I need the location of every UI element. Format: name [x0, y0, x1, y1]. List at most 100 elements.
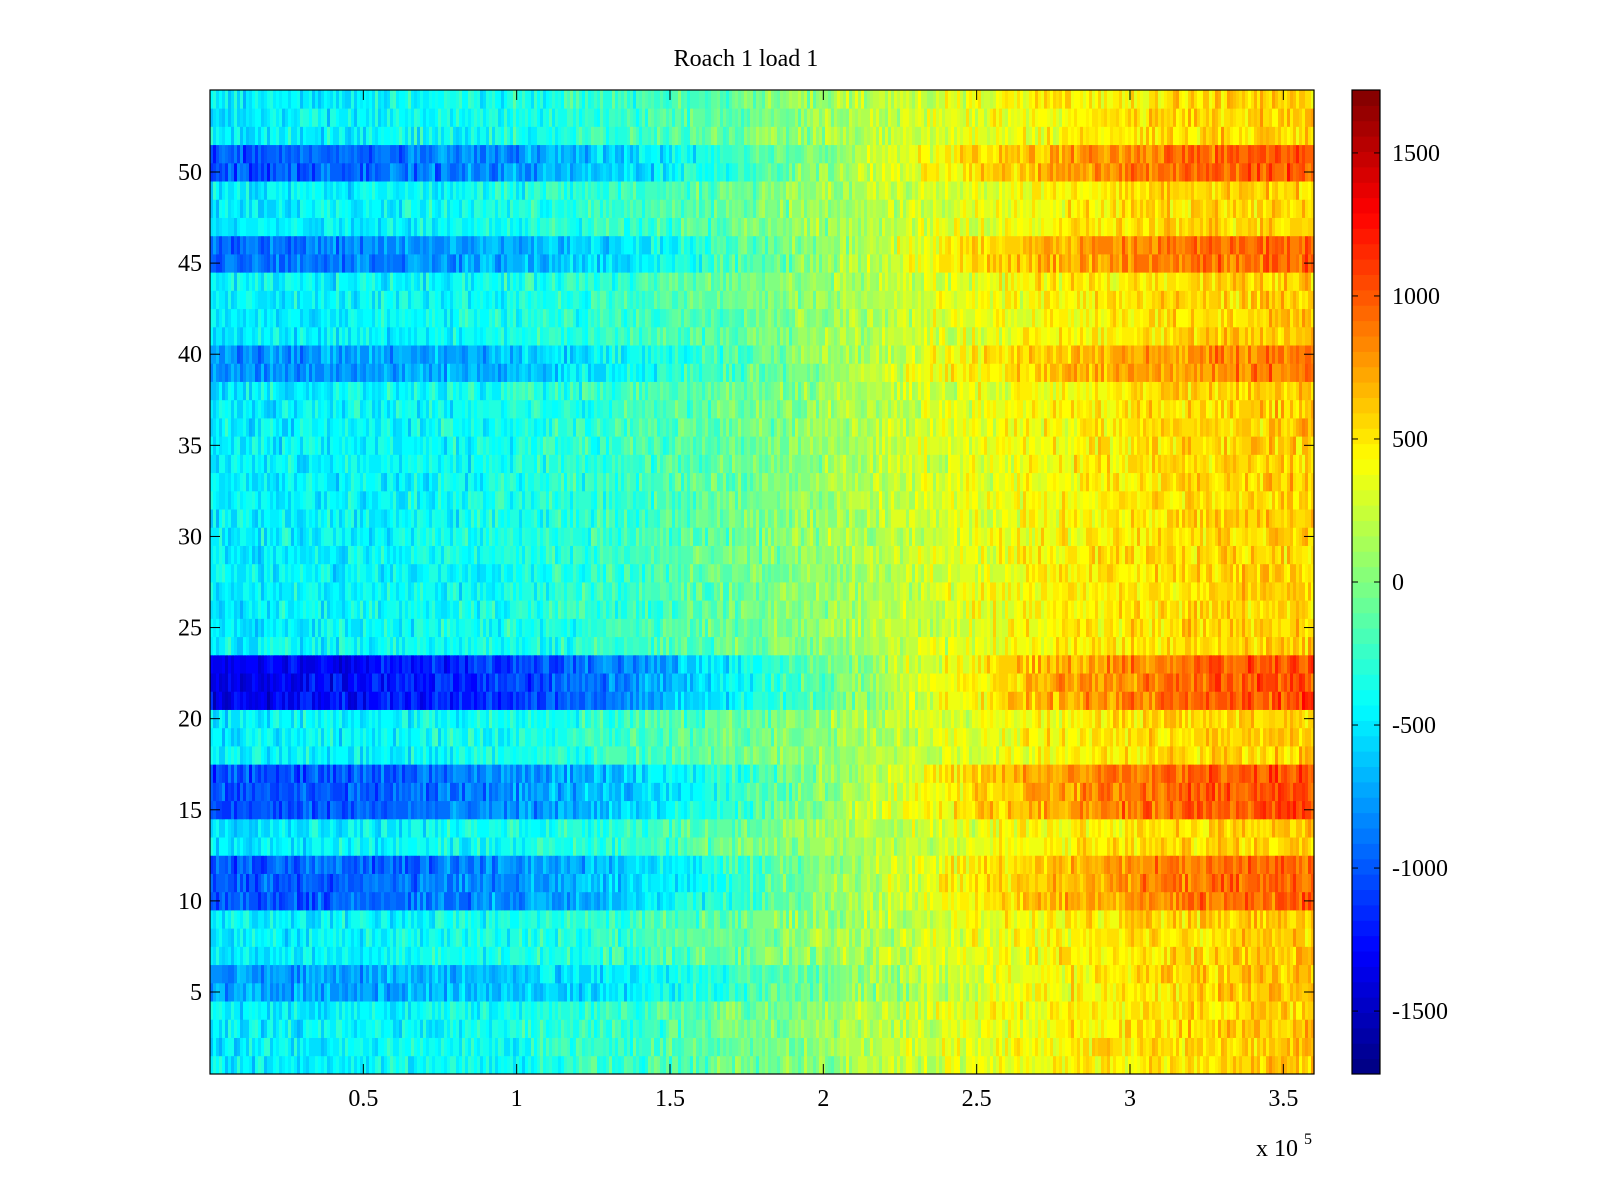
heatmap-cell	[903, 910, 907, 929]
heatmap-cell	[345, 928, 349, 947]
heatmap-cell	[705, 782, 712, 802]
heatmap-cell	[312, 800, 316, 820]
heatmap-cell	[930, 800, 934, 820]
heatmap-cell	[681, 982, 685, 1002]
heatmap-cell	[1161, 891, 1165, 911]
heatmap-cell	[1299, 800, 1303, 820]
heatmap-cell	[1113, 982, 1117, 1002]
heatmap-cell	[1047, 818, 1054, 838]
heatmap-cell	[1059, 800, 1066, 820]
heatmap-cell	[1278, 891, 1285, 911]
heatmap-cell	[744, 855, 748, 874]
heatmap-cell	[624, 782, 628, 802]
heatmap-cell	[1164, 946, 1168, 966]
heatmap-cell	[1140, 1037, 1144, 1057]
heatmap-cell	[900, 1037, 904, 1057]
heatmap-cell	[792, 837, 796, 856]
heatmap-cell	[213, 1055, 217, 1075]
heatmap-cell	[1146, 982, 1150, 1002]
heatmap-cell	[798, 982, 802, 1002]
heatmap-cell	[318, 964, 322, 984]
heatmap-cell	[276, 928, 283, 947]
heatmap-cell	[1020, 873, 1024, 893]
heatmap-cell	[927, 1055, 937, 1075]
heatmap-cell	[744, 873, 748, 893]
heatmap-cell	[783, 800, 787, 820]
heatmap-cell	[903, 1037, 907, 1057]
heatmap-cell	[1209, 1037, 1216, 1057]
heatmap-cell	[1062, 1055, 1066, 1075]
heatmap-cell	[642, 1001, 646, 1020]
heatmap-cell	[1194, 982, 1198, 1002]
heatmap-cell	[594, 910, 598, 929]
heatmap-cell	[375, 928, 379, 947]
heatmap-cell	[912, 782, 916, 802]
heatmap-cell	[1194, 891, 1198, 911]
heatmap-cell	[828, 1019, 832, 1038]
heatmap-cell	[672, 1037, 676, 1057]
heatmap-cell	[1251, 964, 1255, 984]
heatmap-cell	[993, 928, 997, 947]
heatmap-cell	[222, 1001, 226, 1020]
heatmap-cell	[699, 1001, 703, 1020]
heatmap-cell	[378, 1037, 385, 1057]
heatmap-cell	[570, 1019, 574, 1038]
heatmap-cell	[1056, 946, 1060, 966]
heatmap-cell	[1161, 946, 1165, 966]
heatmap-cell	[774, 873, 778, 893]
heatmap-cell	[252, 1001, 256, 1020]
heatmap-cell	[351, 855, 355, 874]
heatmap-cell	[675, 837, 679, 856]
heatmap-cell	[270, 800, 274, 820]
heatmap-cell	[411, 873, 415, 893]
heatmap-cell	[978, 1037, 982, 1057]
heatmap-cell	[783, 910, 787, 929]
heatmap-cell	[555, 837, 562, 856]
heatmap-cell	[813, 982, 817, 1002]
heatmap-cell	[417, 1019, 421, 1038]
heatmap-cell	[219, 1019, 223, 1038]
heatmap-cell	[360, 837, 364, 856]
heatmap-cell	[354, 1019, 358, 1038]
heatmap-cell	[243, 855, 247, 874]
heatmap-cell	[402, 928, 406, 947]
heatmap-cell	[1260, 1037, 1264, 1057]
heatmap-cell	[723, 855, 727, 874]
heatmap-cell	[702, 1001, 706, 1020]
heatmap-cell	[1077, 1019, 1081, 1038]
heatmap-cell	[411, 946, 415, 966]
heatmap-cell	[582, 1037, 586, 1057]
heatmap-cell	[477, 1037, 481, 1057]
heatmap-cell	[483, 1037, 490, 1057]
heatmap-cell	[336, 800, 343, 820]
heatmap-cell	[669, 837, 673, 856]
heatmap-cell	[1278, 964, 1282, 984]
heatmap-cell	[747, 800, 751, 820]
heatmap-cell	[768, 964, 772, 984]
heatmap-cell	[1149, 1037, 1153, 1057]
heatmap-cell	[474, 855, 481, 874]
heatmap-cell	[513, 964, 517, 984]
heatmap-cell	[387, 1001, 391, 1020]
heatmap-cell	[1056, 855, 1060, 874]
heatmap-cell	[873, 837, 877, 856]
heatmap-cell	[1008, 1055, 1012, 1075]
heatmap-cell	[1185, 1037, 1189, 1057]
heatmap-cell	[288, 891, 295, 911]
heatmap-cell	[297, 982, 301, 1002]
heatmap-cell	[1179, 1037, 1183, 1057]
heatmap-cell	[393, 1055, 397, 1075]
heatmap-cell	[549, 855, 553, 874]
heatmap-cell	[246, 964, 250, 984]
heatmap-cell	[240, 928, 244, 947]
heatmap-cell	[1266, 1037, 1270, 1057]
heatmap-cell	[663, 928, 667, 947]
heatmap-cell	[936, 1019, 940, 1038]
heatmap-cell	[573, 818, 583, 838]
heatmap-cell	[786, 818, 790, 838]
heatmap-cell	[261, 1037, 265, 1057]
heatmap-cell	[576, 982, 580, 1002]
heatmap-cell	[360, 1001, 370, 1020]
heatmap-cell	[1125, 800, 1129, 820]
heatmap-cell	[705, 800, 712, 820]
